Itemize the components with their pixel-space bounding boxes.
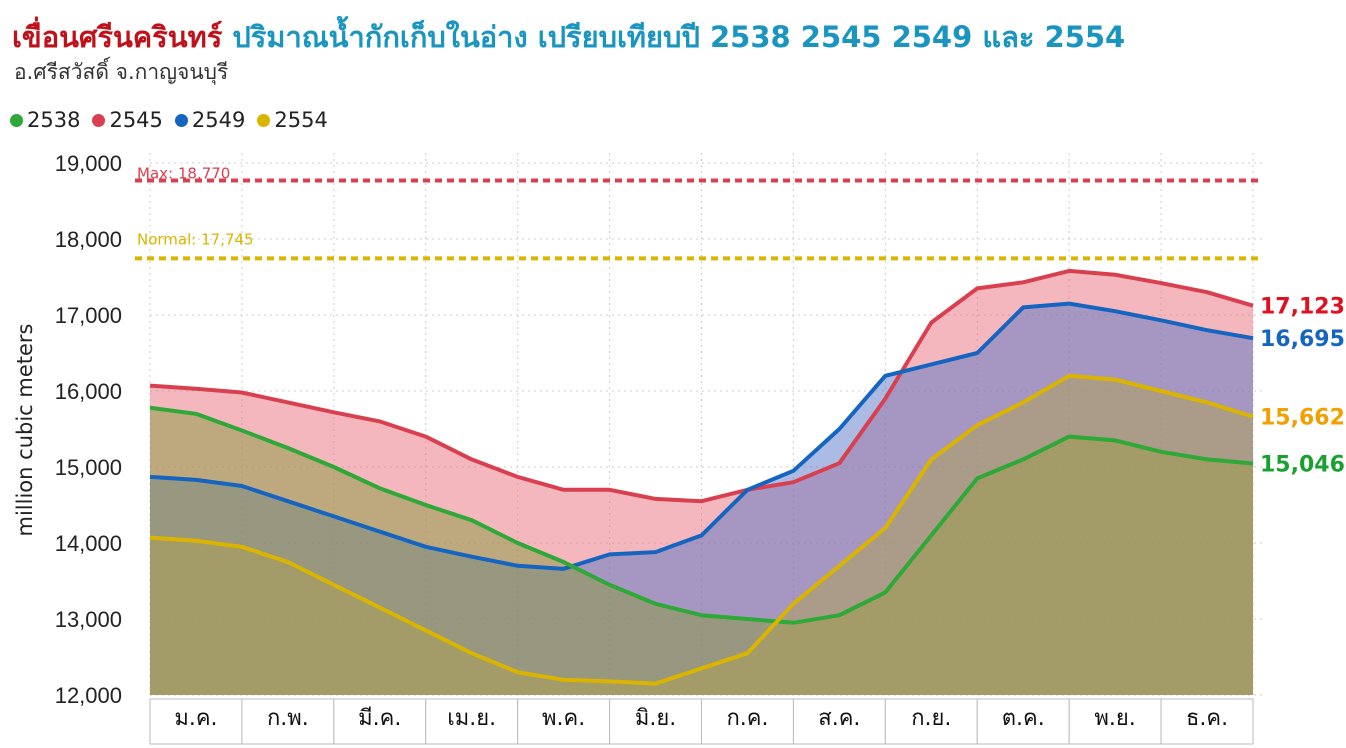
x-category-box (701, 698, 794, 745)
end-label-2549: 16,695 (1260, 327, 1345, 352)
x-category-box (425, 698, 519, 745)
legend-dot-icon (92, 113, 106, 127)
line-2538 (149, 405, 1254, 625)
y-tick-label: 14,000 (55, 531, 122, 556)
y-axis-label: million cubic meters (13, 324, 37, 537)
subtitle: อ.ศรีสวัสดิ์ จ.กาญจนบุรี (14, 60, 229, 84)
legend-dot-icon (257, 113, 271, 127)
x-tick-label: ต.ค. (1002, 706, 1045, 731)
y-tick-label: 12,000 (55, 683, 122, 708)
x-tick-label: มี.ค. (358, 706, 401, 731)
x-tick-label: เม.ย. (447, 706, 496, 731)
x-category-box (884, 698, 978, 745)
x-tick-label: ธ.ค. (1186, 706, 1228, 731)
end-label-2545: 17,123 (1260, 295, 1345, 320)
legend-item-2545: 2545 (92, 108, 163, 132)
x-tick-label: ก.ย. (911, 706, 951, 731)
x-category-box (976, 698, 1070, 745)
x-category-box (517, 698, 611, 745)
x-tick-label: ก.ค. (726, 706, 768, 731)
x-tick-label: มิ.ย. (635, 706, 676, 731)
x-category-box (1068, 698, 1162, 745)
line-2545 (149, 268, 1254, 504)
legend: 2538 2545 2549 2554 (10, 108, 328, 132)
legend-dot-icon (174, 113, 188, 127)
x-tick-label: พ.ค. (542, 706, 585, 731)
x-category-box (609, 698, 702, 745)
end-label-2554: 15,662 (1260, 406, 1345, 431)
y-tick-label: 16,000 (55, 379, 122, 404)
y-tick-label: 15,000 (55, 455, 122, 480)
y-tick-label: 19,000 (55, 151, 122, 176)
reference-label: Max: 18,770 (137, 164, 230, 182)
reference-label: Normal: 17,745 (137, 230, 254, 248)
x-tick-label: ม.ค. (174, 706, 217, 731)
x-tick-label: พ.ย. (1094, 706, 1135, 731)
x-category-box (333, 698, 427, 745)
y-tick-label: 13,000 (55, 607, 122, 632)
legend-label: 2549 (191, 108, 246, 132)
chart-title: เขื่อนศรีนครินทร์ ปริมาณน้ำกักเก็บในอ่าง… (12, 14, 1125, 60)
legend-label: 2554 (274, 108, 328, 132)
legend-label: 2538 (27, 108, 81, 132)
x-tick-label: ก.พ. (267, 706, 309, 731)
x-category-box (149, 698, 243, 745)
line-2549 (149, 301, 1254, 571)
legend-label: 2545 (109, 108, 163, 132)
end-label-2538: 15,046 (1260, 453, 1345, 478)
legend-dot-icon (10, 113, 23, 127)
x-category-box (241, 698, 335, 745)
x-tick-label: ส.ค. (818, 706, 860, 731)
title-dam: เขื่อนศรีนครินทร์ (12, 20, 223, 54)
line-2554 (149, 373, 1254, 686)
y-tick-label: 18,000 (55, 227, 122, 252)
y-tick-label: 17,000 (55, 303, 122, 328)
legend-item-2554: 2554 (257, 108, 328, 132)
x-category-box (1160, 698, 1254, 745)
legend-item-2538: 2538 (10, 108, 80, 132)
legend-item-2549: 2549 (174, 108, 246, 132)
area-2554 (150, 375, 1253, 695)
title-rest: ปริมาณน้ำกักเก็บในอ่าง เปรียบเทียบปี 253… (232, 20, 1126, 54)
